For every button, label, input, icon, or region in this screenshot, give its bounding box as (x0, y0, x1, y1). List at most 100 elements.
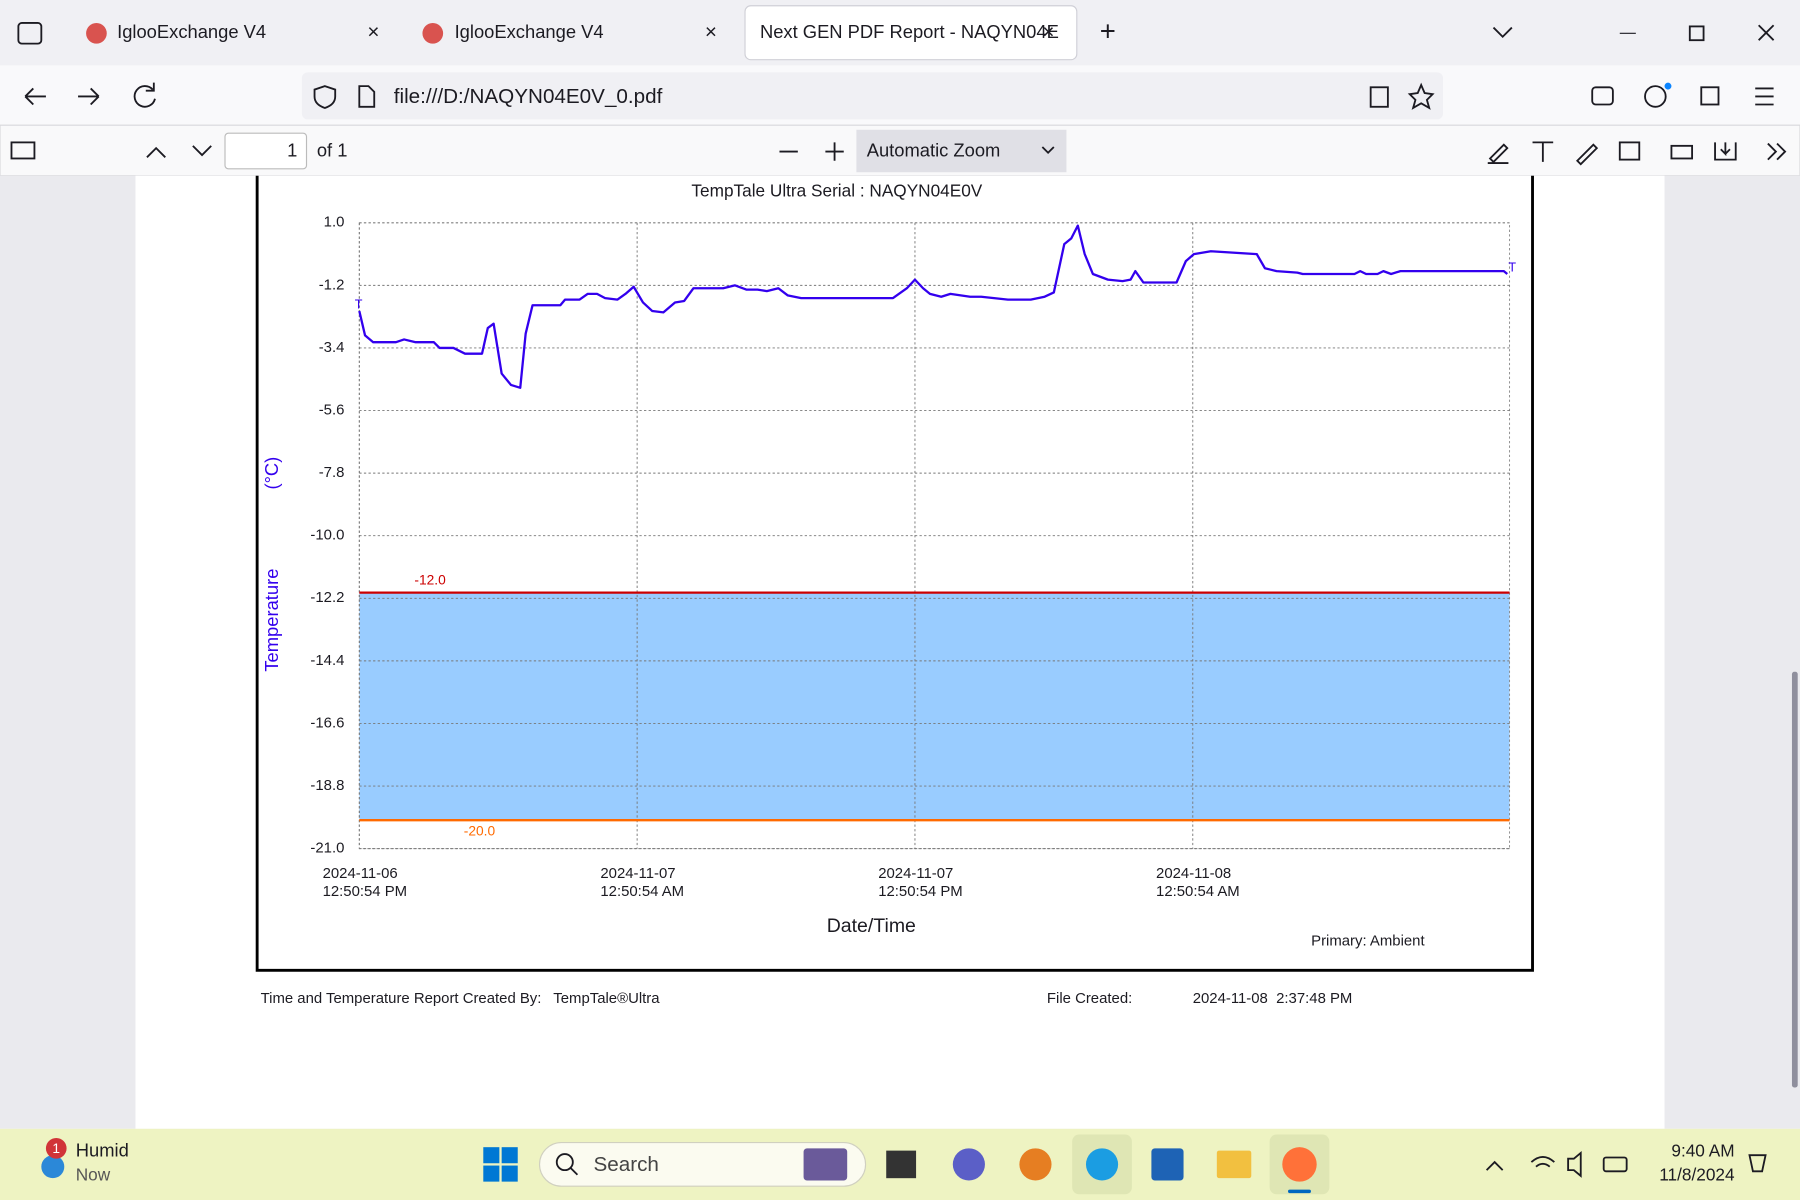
back[interactable] (24, 87, 46, 106)
chart-title: TempTale Ultra Serial : NAQYN04E0V (691, 180, 982, 200)
volume[interactable] (1567, 1150, 1582, 1178)
end-marker: T (1508, 261, 1516, 275)
y-axis-label: Temperature (261, 569, 282, 672)
threshold-label: -12.0 (414, 573, 446, 588)
draw-tool[interactable] (1575, 143, 1599, 166)
account[interactable] (1644, 85, 1667, 108)
tab-title: IglooExchange V4 (455, 21, 604, 42)
reload[interactable] (133, 82, 156, 108)
extensions[interactable] (1700, 86, 1720, 106)
series-line (358, 224, 1509, 389)
bookmark[interactable] (1407, 82, 1435, 110)
y-axis-unit: (°C) (261, 457, 282, 490)
search-placeholder: Search (593, 1153, 658, 1176)
x-tick-label: 12:50:54 PM (878, 883, 963, 900)
sidebar-toggle[interactable] (10, 141, 36, 160)
wifi[interactable] (1530, 1156, 1555, 1168)
store-icon[interactable] (1151, 1148, 1184, 1181)
notifications[interactable] (1748, 1154, 1767, 1173)
prev-page[interactable] (146, 146, 166, 158)
weather-icon[interactable] (41, 1155, 65, 1179)
tab-active[interactable]: Next GEN PDF Report - NAQYN04E × (744, 5, 1078, 61)
y-tick-label: -18.8 (310, 777, 344, 794)
tray-overflow[interactable] (1485, 1160, 1504, 1171)
save[interactable] (1714, 142, 1737, 161)
page-input[interactable] (224, 132, 308, 170)
tab-overflow[interactable] (1492, 26, 1513, 39)
tab-list-icon[interactable] (17, 22, 43, 45)
next-page[interactable] (192, 145, 212, 157)
text-tool[interactable] (1532, 141, 1554, 162)
created-by-value: TempTale®Ultra (553, 990, 660, 1007)
y-tick-label: -12.2 (310, 589, 344, 606)
clock-date: 11/8/2024 (1659, 1164, 1735, 1184)
zoom-select[interactable] (856, 129, 1067, 173)
x-tick-label: 2024-11-07 (878, 865, 953, 882)
chart-frame (255, 175, 1534, 972)
url: file:///D:/NAQYN04E0V_0.pdf (394, 85, 663, 108)
menu[interactable] (1755, 87, 1774, 106)
new-tab[interactable]: + (1100, 16, 1116, 47)
chart: TempTale Ultra Serial : NAQYN04E0V Tempe… (255, 175, 1534, 972)
edge-icon[interactable] (1085, 1148, 1119, 1181)
zoom-in[interactable] (825, 142, 844, 161)
search-icon-handle (569, 1167, 579, 1176)
x-tick-label: 12:50:54 PM (323, 883, 408, 900)
tab[interactable]: IglooExchange V4 × (86, 21, 379, 44)
file-created-value: 2024-11-08 2:37:48 PM (1193, 990, 1353, 1007)
zoom-label: Automatic Zoom (867, 139, 1001, 160)
created-by-label: Time and Temperature Report Created By: (261, 990, 542, 1007)
threshold-band (359, 592, 1510, 821)
search-box[interactable] (538, 1142, 867, 1187)
task-view[interactable] (886, 1150, 917, 1179)
y-tick-label: -1.2 (319, 276, 345, 293)
y-tick-label: -16.6 (310, 714, 344, 731)
clock-time: 9:40 AM (1671, 1140, 1734, 1160)
tab[interactable]: IglooExchange V4 × (422, 21, 717, 44)
file-created-label: File Created: (1047, 990, 1132, 1007)
x-axis-label: Date/Time (827, 915, 916, 937)
y-tick-label: -21.0 (310, 840, 344, 857)
page-number: 1 (287, 139, 297, 160)
restore[interactable] (1688, 25, 1705, 42)
battery[interactable] (1602, 1156, 1628, 1173)
x-tick-label: 2024-11-08 (1156, 865, 1231, 882)
zoom-caret (1041, 146, 1055, 155)
print[interactable] (1670, 144, 1694, 160)
chart-note: Primary: Ambient (1311, 933, 1425, 950)
file-icon (358, 85, 376, 108)
tab-title: IglooExchange V4 (117, 21, 266, 42)
y-tick-label: 1.0 (324, 214, 345, 231)
search-highlight (803, 1148, 848, 1181)
badge-count: 1 (52, 1141, 60, 1156)
shield (313, 85, 337, 109)
pocket[interactable] (1591, 86, 1614, 106)
forward[interactable] (78, 87, 100, 106)
more-tools[interactable] (1767, 142, 1787, 161)
y-tick-label: -10.0 (310, 527, 344, 544)
start-button[interactable] (483, 1147, 518, 1182)
firefox-icon[interactable] (1282, 1147, 1317, 1182)
image-tool[interactable] (1618, 141, 1641, 161)
tab-close[interactable]: × (1042, 21, 1054, 44)
teams-icon[interactable] (952, 1148, 985, 1181)
y-tick-label: -5.6 (319, 401, 345, 418)
start-marker: T (355, 298, 363, 312)
url-bar[interactable] (301, 72, 1443, 120)
scrollbar[interactable] (1791, 671, 1798, 1088)
highlight-tool[interactable] (1487, 143, 1509, 164)
close-window[interactable] (1758, 24, 1775, 41)
tab-close[interactable]: × (367, 21, 379, 44)
tab-close[interactable]: × (705, 21, 717, 44)
x-tick-label: 2024-11-06 (323, 865, 398, 882)
badge (45, 1137, 67, 1159)
tab-title: Next GEN PDF Report - NAQYN04E (760, 21, 1059, 42)
reader-view[interactable] (1369, 86, 1389, 108)
explorer-icon[interactable] (1216, 1150, 1252, 1179)
tab-bg (744, 5, 1078, 61)
active-indicator (1288, 1189, 1311, 1194)
weather-title: Humid (76, 1140, 129, 1161)
copilot-icon[interactable] (1019, 1148, 1052, 1181)
